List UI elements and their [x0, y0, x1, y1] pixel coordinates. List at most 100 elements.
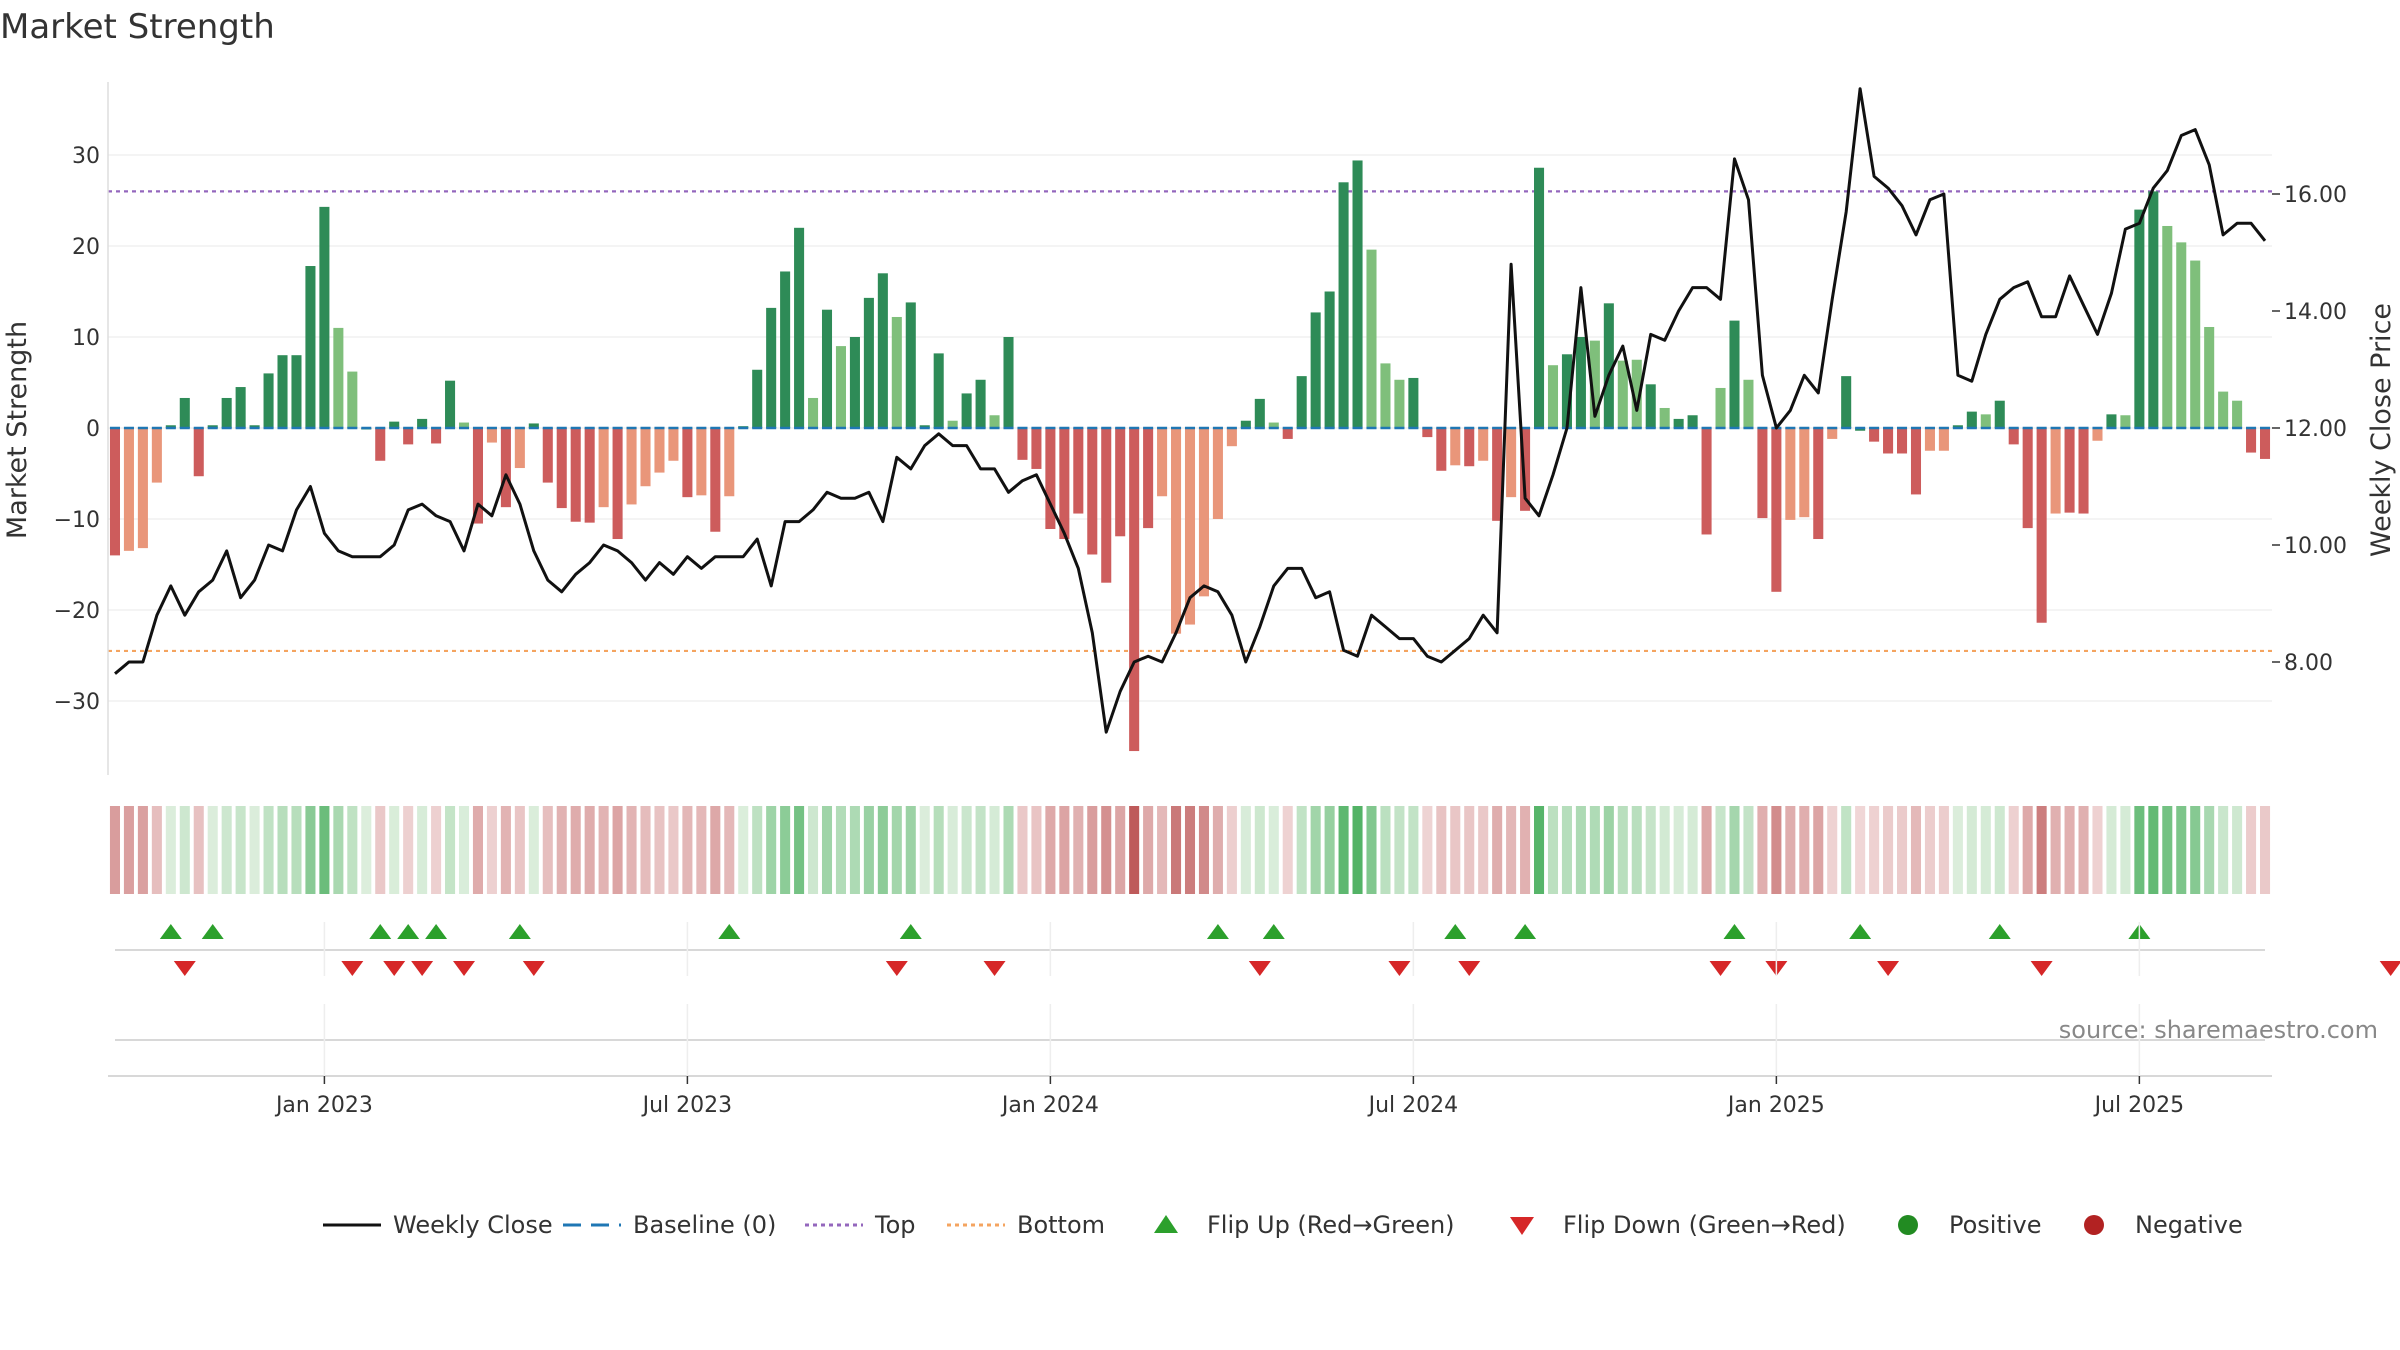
strength-bar — [2036, 428, 2047, 623]
heat-cell — [696, 806, 707, 894]
heat-cell — [221, 806, 232, 894]
heat-cell — [1603, 806, 1614, 894]
strength-bar — [445, 380, 456, 428]
heat-cell — [612, 806, 623, 894]
strength-bar — [165, 425, 176, 428]
heat-cell — [794, 806, 805, 894]
strength-bar — [2120, 415, 2131, 428]
heat-cell — [570, 806, 581, 894]
strength-bar — [2259, 428, 2271, 459]
flip-down-marker — [1709, 961, 1732, 976]
heat-cell — [528, 806, 539, 894]
heat-cell — [1799, 806, 1810, 894]
strength-bar — [2022, 428, 2033, 529]
strength-bar — [1687, 415, 1698, 428]
heat-cell — [1073, 806, 1084, 894]
heat-cell — [1673, 806, 1684, 894]
strength-bar — [193, 428, 204, 477]
heat-cell — [640, 806, 651, 894]
strength-bar — [710, 428, 721, 532]
strength-bar — [1394, 379, 1405, 428]
strength-bar — [221, 397, 232, 428]
heat-cell — [179, 806, 190, 894]
heat-cell — [2246, 806, 2257, 894]
strength-bar — [1226, 428, 1237, 447]
heat-cell — [933, 806, 944, 894]
y-tick-label: −30 — [54, 690, 100, 715]
strength-bar — [1380, 363, 1391, 428]
heat-cell — [1478, 806, 1489, 894]
strength-bar — [1924, 428, 1935, 451]
strength-bar — [1910, 428, 1922, 495]
flip-down-marker — [341, 961, 364, 976]
strength-bar — [1422, 428, 1433, 438]
heat-cell — [333, 806, 344, 894]
strength-bar — [1994, 400, 2005, 428]
strength-bar — [961, 393, 972, 428]
strength-bar — [1869, 428, 1880, 442]
flip-up-marker — [1262, 924, 1285, 939]
heat-cell — [1966, 806, 1977, 894]
strength-bar — [780, 271, 791, 428]
flip-down-marker — [383, 961, 406, 976]
strength-bar — [1171, 428, 1182, 634]
strength-bar — [305, 266, 316, 428]
legend-swatch-negative — [2084, 1215, 2104, 1235]
heat-cell — [472, 806, 484, 894]
heat-cell — [1575, 806, 1586, 894]
flip-up-marker — [369, 924, 392, 939]
flip-up-marker — [159, 924, 182, 939]
strength-bar — [1324, 291, 1335, 428]
legend-label: Weekly Close — [393, 1211, 553, 1239]
heat-cell — [1464, 806, 1475, 894]
strength-bar — [835, 346, 846, 428]
y-tick-label: 0 — [86, 417, 100, 442]
strength-bar — [1506, 428, 1517, 498]
strength-bar — [668, 428, 679, 461]
strength-bar — [1827, 428, 1838, 439]
heat-cell — [1589, 806, 1600, 894]
heat-cell — [1157, 806, 1168, 894]
strength-bar — [1212, 428, 1223, 519]
heat-cell — [780, 806, 791, 894]
strength-bar — [794, 227, 805, 428]
flip-up-marker — [1723, 924, 1746, 939]
flip-up-marker — [718, 924, 741, 939]
strength-bar — [584, 428, 595, 523]
heat-cell — [1436, 806, 1447, 894]
heat-cell — [1520, 806, 1531, 894]
legend-label: Positive — [1949, 1211, 2042, 1239]
strength-bar — [2232, 400, 2243, 428]
strength-bar — [1645, 384, 1656, 428]
heat-cell — [2176, 806, 2187, 894]
heat-cell — [1143, 806, 1154, 894]
heat-cell — [626, 806, 637, 894]
strength-bar — [1561, 354, 1572, 428]
heat-cell — [682, 806, 693, 894]
strength-bar — [1003, 337, 1014, 428]
heat-cell — [2036, 806, 2047, 894]
strength-bar — [417, 418, 428, 428]
heat-cell — [235, 806, 246, 894]
heat-cell — [1198, 806, 1209, 894]
heat-cell — [1129, 806, 1140, 894]
strength-bar — [1729, 320, 1740, 428]
strength-bar — [123, 428, 134, 551]
strength-bar — [2190, 260, 2201, 428]
strength-bar — [1799, 428, 1810, 518]
heat-cell — [766, 806, 777, 894]
heat-cell — [1715, 806, 1726, 894]
heat-cell — [863, 806, 874, 894]
heat-cell — [2120, 806, 2131, 894]
strength-bar — [1436, 428, 1447, 471]
heat-cell — [1031, 806, 1042, 894]
strength-bar — [277, 355, 288, 428]
strength-bar — [724, 428, 735, 497]
heat-cell — [2064, 806, 2075, 894]
heat-cell — [375, 806, 386, 894]
heat-cell — [137, 806, 148, 894]
strength-bar — [1938, 428, 1949, 451]
heat-cell — [905, 806, 916, 894]
heat-cell — [542, 806, 553, 894]
x-tick-label: Jan 2023 — [274, 1093, 373, 1118]
